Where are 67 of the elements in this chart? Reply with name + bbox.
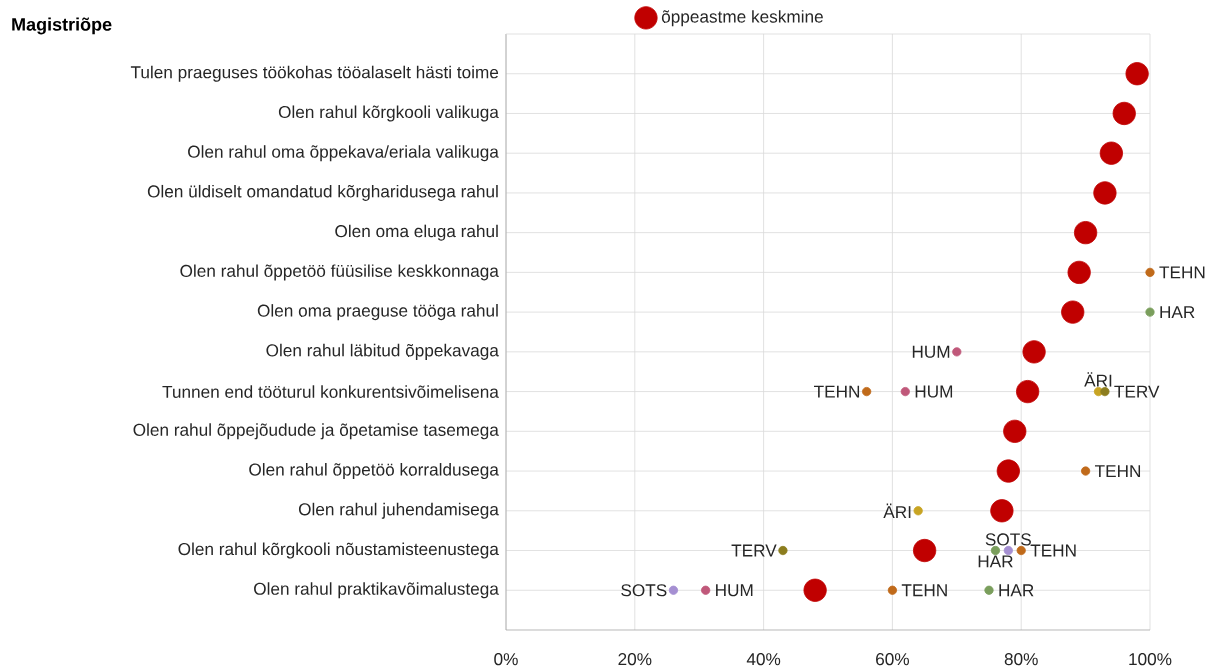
point — [668, 585, 679, 595]
point — [1061, 300, 1085, 324]
series-label: HAR — [1160, 306, 1195, 319]
point — [913, 538, 937, 563]
y-tick-label: Olen rahul kõrgkooli nõustamisteenustega — [178, 542, 499, 559]
point — [1145, 307, 1155, 317]
text: TEHN — [1094, 465, 1141, 477]
y-tick-label: Olen rahul õppetöö füüsilise keskkonnaga — [180, 264, 499, 281]
x-tick-label: 20% — [618, 653, 652, 666]
text: TEHN — [901, 584, 947, 597]
point — [803, 578, 827, 602]
point — [1112, 101, 1136, 126]
x-tick-label: 40% — [746, 653, 781, 666]
text: HAR — [999, 584, 1034, 597]
point — [1016, 379, 1040, 404]
y-tick-label: Tulen praeguses töökohas tööalaselt hästi toime — [130, 65, 499, 82]
point — [887, 585, 898, 595]
x-tick-label: 80% — [1004, 653, 1038, 666]
series-label: SOTS — [621, 584, 667, 597]
point — [1067, 260, 1091, 284]
point — [1125, 62, 1149, 86]
text: TEHN — [1030, 544, 1076, 557]
y-tick-label: Olen oma praeguse tööga rahul — [257, 304, 498, 321]
point — [952, 347, 962, 357]
y-tick-label: Olen oma eluga rahul — [335, 224, 498, 241]
text: Magistriõpe — [12, 17, 112, 35]
point — [1003, 419, 1027, 443]
text: SOTS — [985, 533, 1031, 546]
point — [1099, 141, 1123, 165]
series-label: ÄRI — [883, 503, 911, 518]
legend-label: õppeastme keskmine — [661, 10, 823, 27]
text: TERV — [1114, 385, 1160, 398]
point — [1081, 466, 1091, 476]
text: TEHN — [1159, 266, 1205, 279]
text: HAR — [978, 555, 1013, 568]
point — [1093, 181, 1117, 205]
point — [1074, 221, 1098, 245]
series-label: TERV — [731, 544, 777, 557]
y-tick-label: Olen rahul õppetöö korraldusega — [249, 463, 499, 480]
point — [1100, 386, 1110, 397]
point — [701, 585, 711, 595]
y-tick-label: Olen üldiselt omandatud kõrgharidusega rahul — [147, 184, 498, 201]
y-tick-label: Olen rahul läbitud õppekavaga — [266, 343, 499, 360]
point — [1016, 545, 1026, 556]
point — [984, 585, 994, 595]
y-tick-label: Olen rahul õppejõudude ja õpetamise tasemega — [133, 423, 499, 440]
y-tick-label: Olen rahul oma õppekava/eriala valikuga — [188, 145, 499, 162]
point — [996, 459, 1020, 483]
y-tick-label: Olen rahul praktikavõimalustega — [254, 582, 499, 599]
point — [900, 386, 910, 397]
y-tick-label: Olen rahul kõrgkooli valikuga — [278, 105, 499, 122]
series-label: HUM — [912, 345, 950, 358]
y-tick-label: Tunnen end tööturul konkurentsivõimelisena — [162, 385, 499, 398]
point — [862, 386, 872, 397]
text: HUM — [716, 584, 753, 597]
point — [913, 506, 923, 516]
point — [1022, 340, 1046, 364]
x-tick-label: 0% — [494, 653, 518, 666]
series-label: TEHN — [814, 385, 860, 398]
point — [778, 545, 788, 556]
point — [1145, 267, 1155, 277]
point — [990, 499, 1014, 523]
y-tick-label: Olen rahul juhendamisega — [298, 502, 499, 519]
text: ÄRI — [1084, 372, 1112, 387]
x-tick-label: 100% — [1129, 653, 1172, 666]
x-tick-label: 60% — [876, 653, 909, 666]
text: HUM — [915, 385, 953, 398]
